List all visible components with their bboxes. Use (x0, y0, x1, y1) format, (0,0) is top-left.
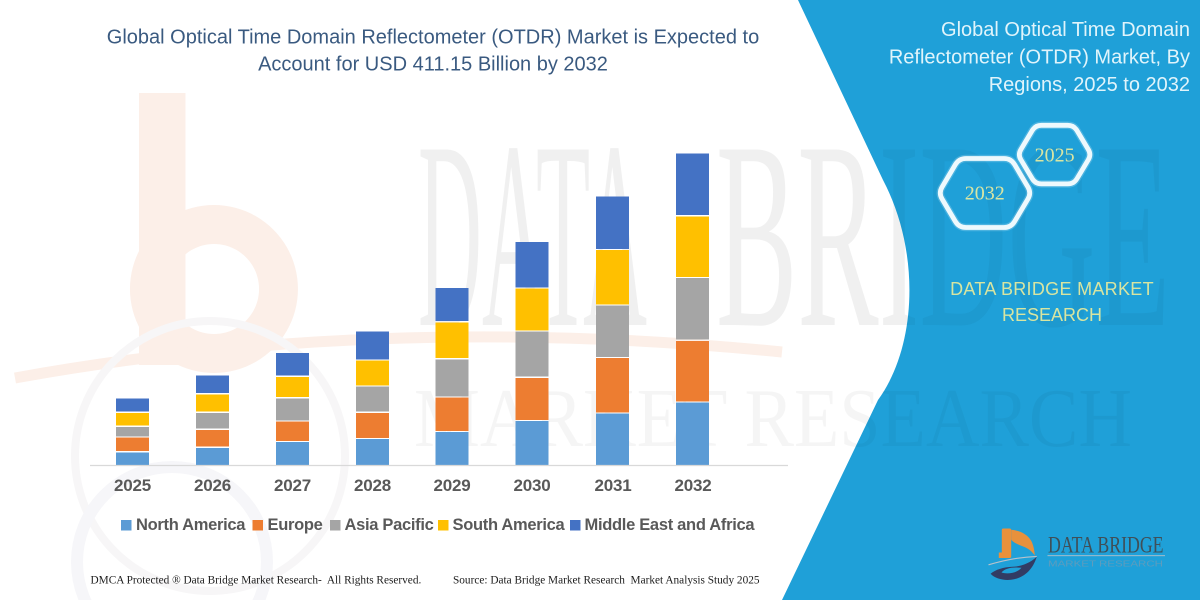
svg-text:MARKET RESEARCH: MARKET RESEARCH (1048, 560, 1163, 569)
svg-text:2025: 2025 (114, 476, 151, 495)
svg-text:Account for USD 411.15 Billion: Account for USD 411.15 Billion by 2032 (258, 54, 608, 76)
svg-text:2027: 2027 (274, 476, 311, 495)
svg-text:Global Optical Time Domain Ref: Global Optical Time Domain Reflectometer… (107, 26, 759, 48)
svg-text:2030: 2030 (513, 476, 550, 495)
svg-text:DATA BRIDGE: DATA BRIDGE (1048, 533, 1164, 558)
svg-text:DATA BRIDGE MARKET: DATA BRIDGE MARKET (950, 279, 1154, 299)
svg-text:2028: 2028 (354, 476, 391, 495)
svg-text:Middle East and Africa: Middle East and Africa (585, 516, 756, 534)
svg-text:Global Optical Time Domain: Global Optical Time Domain (941, 19, 1190, 41)
svg-text:2029: 2029 (433, 476, 470, 495)
svg-text:2026: 2026 (194, 476, 231, 495)
svg-text:Source: Data Bridge Market Res: Source: Data Bridge Market Research Mark… (453, 575, 760, 587)
svg-text:Asia Pacific: Asia Pacific (345, 516, 434, 534)
svg-text:2025: 2025 (1035, 145, 1075, 167)
svg-text:Europe: Europe (268, 516, 323, 534)
svg-text:North America: North America (136, 516, 246, 534)
svg-text:South America: South America (453, 516, 566, 534)
svg-text:DMCA Protected ® Data Bridge M: DMCA Protected ® Data Bridge Market Rese… (91, 575, 422, 587)
svg-text:2032: 2032 (674, 476, 711, 495)
svg-text:2031: 2031 (594, 476, 631, 495)
svg-text:RESEARCH: RESEARCH (1002, 305, 1102, 325)
svg-text:2032: 2032 (965, 183, 1005, 205)
svg-text:Reflectometer (OTDR) Market, B: Reflectometer (OTDR) Market, By (889, 47, 1190, 69)
svg-text:Regions, 2025 to 2032: Regions, 2025 to 2032 (989, 74, 1190, 96)
